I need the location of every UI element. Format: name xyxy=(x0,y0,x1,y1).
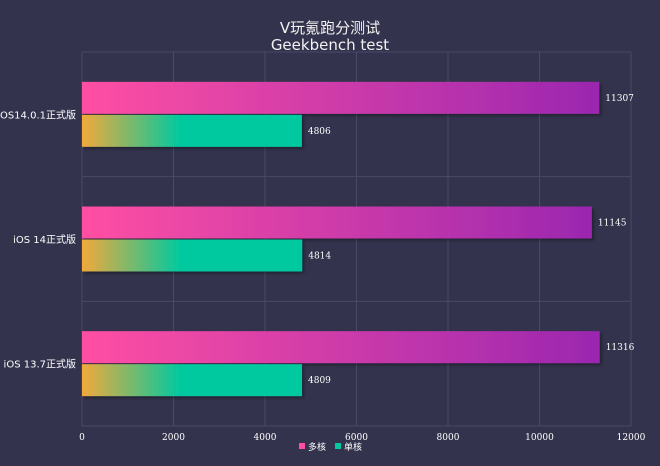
category-label: iOS 13.7正式版 xyxy=(4,358,76,371)
x-tick-label: 12000 xyxy=(617,433,646,443)
legend: 多核 单核 xyxy=(299,441,362,453)
bar-multi-core xyxy=(82,331,600,364)
bar-single-core xyxy=(82,239,303,272)
legend-swatch xyxy=(335,443,341,449)
data-label: 11316 xyxy=(606,343,635,353)
data-label: 11307 xyxy=(605,94,634,104)
x-tick-label: 8000 xyxy=(437,433,460,443)
x-tick-label: 6000 xyxy=(345,433,368,443)
chart-subtitle: Geekbench test xyxy=(271,36,389,54)
labels: 0 2000 4000 6000 8000 10000 12000 iOS14.0.1正式版 1… xyxy=(0,94,646,443)
bar-single-core xyxy=(82,114,302,147)
bar-multi-core xyxy=(82,206,592,239)
legend-label: 多核 xyxy=(308,441,326,453)
x-tick-label: 2000 xyxy=(162,433,185,443)
legend-swatch xyxy=(299,443,305,449)
category-label: iOS14.0.1正式版 xyxy=(0,108,76,121)
bar-multi-core xyxy=(82,81,600,114)
category-label: iOS 14正式版 xyxy=(13,233,76,246)
data-label: 4806 xyxy=(308,127,331,137)
x-tick-label: 10000 xyxy=(525,433,554,443)
bar-single-core xyxy=(82,364,303,397)
x-tick-label: 4000 xyxy=(254,433,277,443)
x-tick-label: 0 xyxy=(79,433,85,443)
chart-title: V玩氪跑分测试 xyxy=(280,19,380,37)
data-label: 4814 xyxy=(308,252,331,262)
data-label: 11145 xyxy=(598,219,627,229)
grid-lines xyxy=(81,51,632,427)
bars xyxy=(82,81,600,397)
data-label: 4809 xyxy=(308,376,331,386)
legend-label: 单核 xyxy=(344,441,362,453)
